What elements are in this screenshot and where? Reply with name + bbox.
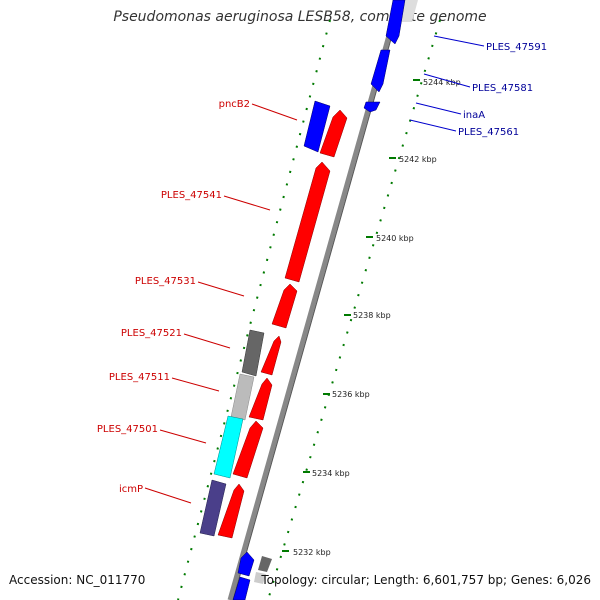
leader-line: [144, 487, 192, 504]
left-label-leaders: [144, 103, 298, 504]
leader-line: [415, 102, 462, 115]
gene-label-ples-47581[interactable]: PLES_47581: [472, 83, 533, 94]
kbp-label: 5244 kbp: [423, 78, 461, 87]
kbp-label: 5236 kbp: [332, 390, 370, 399]
leader-line: [409, 119, 457, 132]
gene-blue-ples-47581[interactable]: [370, 49, 391, 93]
gene-red-pncB2[interactable]: [319, 109, 348, 158]
gene-label-ples-47531[interactable]: PLES_47531: [135, 276, 196, 287]
gene-bottom-lightgray[interactable]: [254, 572, 266, 584]
kbp-ticks: [282, 79, 420, 552]
kbp-label: 5238 kbp: [353, 311, 391, 320]
gene-red-ples-47541[interactable]: [284, 161, 331, 283]
gene-red-ples-47511[interactable]: [248, 377, 273, 421]
leader-line: [171, 377, 220, 392]
gene-ples-47521-gray[interactable]: [241, 329, 265, 377]
gene-label-ples-47501[interactable]: PLES_47501: [97, 424, 158, 435]
kbp-label: 5234 kbp: [312, 469, 350, 478]
kbp-label: 5240 kbp: [376, 234, 414, 243]
gene-label-icmP[interactable]: icmP: [119, 484, 143, 495]
leader-line: [423, 73, 471, 88]
genome-backbone-shadow: [232, 0, 403, 600]
leader-line: [251, 103, 298, 121]
gene-blue-inaA[interactable]: [363, 101, 381, 113]
gene-label-ples-47521[interactable]: PLES_47521: [121, 328, 182, 339]
gene-blue-bottom-1[interactable]: [237, 551, 255, 577]
leader-line: [197, 281, 245, 297]
leader-line: [223, 195, 271, 211]
gene-blue-ples-47591[interactable]: [385, 0, 406, 45]
gene-red-ples-47501[interactable]: [232, 420, 264, 479]
gene-bottom-gray[interactable]: [258, 556, 272, 572]
outer-dotted-ring: [177, 19, 331, 600]
leader-line: [433, 35, 485, 47]
kbp-label: 5232 kbp: [293, 548, 331, 557]
genome-backbone: [227, 0, 402, 600]
gene-blue-bottom-2[interactable]: [232, 576, 251, 600]
gene-label-inaA[interactable]: inaA: [463, 110, 485, 121]
leader-line: [183, 333, 231, 349]
kbp-label: 5242 kbp: [399, 155, 437, 164]
right-label-leaders: [409, 35, 485, 132]
gene-pncB2-blue[interactable]: [303, 100, 331, 153]
gene-label-ples-47561[interactable]: PLES_47561: [458, 127, 519, 138]
leader-line: [159, 429, 207, 444]
gene-label-ples-47591[interactable]: PLES_47591: [486, 42, 547, 53]
gene-label-ples-47511[interactable]: PLES_47511: [109, 372, 170, 383]
gene-icmP-purple[interactable]: [199, 479, 227, 537]
topology-text: Topology: circular; Length: 6,601,757 bp…: [261, 573, 591, 587]
gene-red-ples-47531[interactable]: [271, 283, 298, 329]
gene-ples-47501-cyan[interactable]: [213, 415, 244, 479]
inner-dotted-ring: [267, 19, 441, 600]
gene-label-ples-47541[interactable]: PLES_47541: [161, 190, 222, 201]
gene-ples-47511-lightgray[interactable]: [230, 373, 255, 421]
accession-text: Accession: NC_011770: [9, 573, 146, 587]
gene-label-pncB2[interactable]: pncB2: [219, 99, 250, 110]
gene-red-icmP[interactable]: [217, 483, 245, 539]
gene-red-ples-47521[interactable]: [260, 335, 282, 376]
